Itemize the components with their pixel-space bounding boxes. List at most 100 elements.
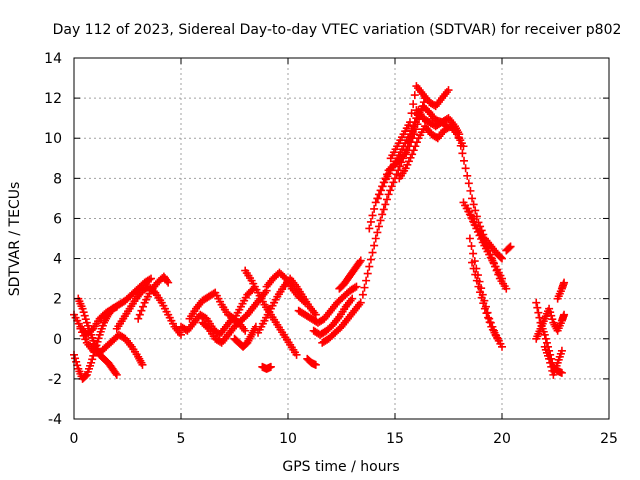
data-point [368, 248, 377, 257]
series-s30 [468, 258, 502, 343]
series-s13 [262, 268, 310, 307]
series-s28 [463, 204, 511, 293]
data-point [360, 283, 369, 292]
data-point [81, 315, 90, 324]
data-point [486, 250, 495, 259]
data-point [78, 328, 87, 337]
series-s11 [241, 266, 301, 359]
data-point [87, 358, 96, 367]
data-point [407, 109, 416, 118]
data-point [477, 293, 486, 302]
data-point [494, 270, 503, 279]
x-tick-label: 5 [177, 431, 186, 447]
data-point [365, 262, 374, 271]
data-point [371, 234, 380, 243]
series-s10 [230, 322, 260, 351]
series-s18 [318, 298, 365, 347]
data-point [492, 266, 501, 275]
data-point [533, 303, 542, 312]
data-point [547, 362, 556, 371]
data-point [134, 314, 143, 323]
data-point [557, 346, 566, 355]
data-point [491, 262, 500, 271]
data-point [71, 354, 80, 363]
data-point [482, 309, 491, 318]
data-point [466, 186, 475, 195]
data-point [203, 323, 212, 332]
data-point [484, 246, 493, 255]
data-point [547, 311, 556, 320]
x-tick-label: 25 [600, 431, 618, 447]
data-point [534, 308, 543, 317]
data-point [311, 360, 320, 369]
data-point [378, 182, 387, 191]
data-point [406, 153, 415, 162]
x-tick-label: 0 [70, 431, 79, 447]
data-point [389, 178, 398, 187]
data-point [374, 222, 383, 231]
data-point [301, 298, 310, 307]
data-point [81, 335, 90, 344]
y-tick-label: 4 [53, 252, 62, 268]
data-point [362, 276, 371, 285]
data-point [469, 264, 478, 273]
data-point [469, 200, 478, 209]
axis-ticks: 0 5 10 15 20 25 -4 -2 0 2 4 6 8 10 12 14 [44, 51, 618, 447]
data-point [542, 338, 551, 347]
series-s24 [386, 82, 453, 163]
data-point [557, 368, 566, 377]
data-point [177, 330, 185, 339]
data-point [483, 242, 492, 251]
data-point [407, 126, 416, 135]
data-point [468, 258, 477, 267]
data-point [356, 256, 365, 265]
data-point [164, 278, 173, 287]
series-s22 [373, 102, 451, 203]
data-point [299, 297, 308, 306]
data-point [411, 142, 420, 151]
data-point [545, 304, 554, 313]
data-point [403, 160, 412, 169]
data-point [363, 269, 372, 278]
data-point [373, 228, 382, 237]
data-point [485, 318, 494, 327]
data-point [545, 354, 554, 363]
data-point [484, 313, 493, 322]
data-point [444, 86, 453, 95]
data-point [466, 211, 475, 220]
series-s31 [502, 242, 515, 255]
data-point [465, 234, 474, 243]
data-point [471, 206, 480, 215]
data-point [379, 205, 388, 214]
data-point [352, 282, 361, 291]
x-tick-label: 15 [386, 431, 404, 447]
data-point [112, 370, 121, 379]
data-point [560, 310, 569, 319]
data-point [498, 342, 506, 351]
data-point [137, 306, 146, 315]
data-point [280, 273, 289, 282]
series-s14 [258, 362, 275, 373]
y-tick-label: 2 [53, 292, 62, 308]
x-axis-label: GPS time / hours [282, 459, 399, 475]
data-point [532, 298, 541, 307]
data-point [535, 313, 544, 322]
data-point [401, 164, 410, 173]
data-point [546, 308, 555, 317]
data-point [463, 204, 472, 213]
data-point [493, 334, 502, 343]
data-point [469, 249, 478, 258]
series-s19 [335, 256, 365, 293]
data-point [458, 149, 467, 158]
data-point [467, 242, 476, 251]
data-point [409, 146, 418, 155]
data-point [409, 122, 418, 131]
data-point [412, 138, 421, 147]
series-s17 [309, 294, 357, 339]
data-point [472, 276, 481, 285]
data-point [465, 207, 474, 216]
data-point [404, 157, 413, 166]
series-s5 [112, 282, 185, 339]
data-point [381, 200, 390, 209]
